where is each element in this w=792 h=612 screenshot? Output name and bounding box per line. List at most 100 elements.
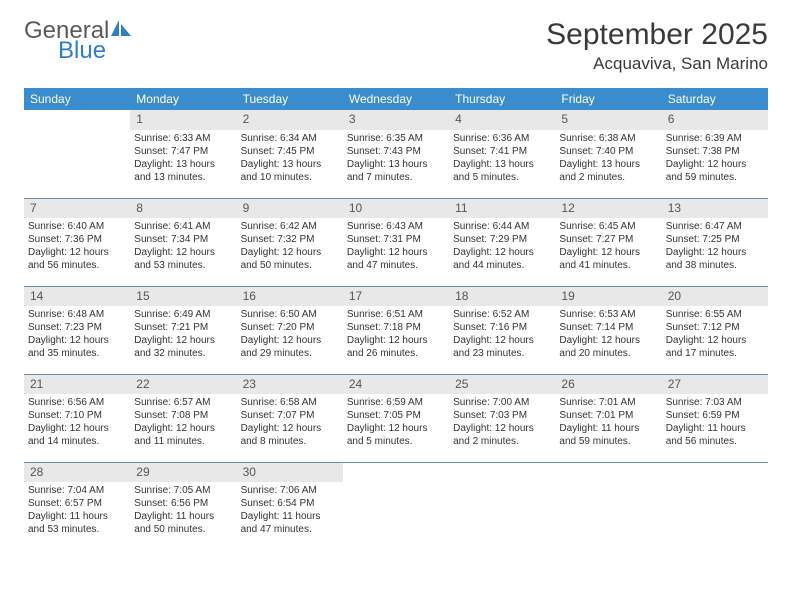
sunrise-line: Sunrise: 6:57 AM [134,396,232,409]
sunrise-line: Sunrise: 6:38 AM [559,132,657,145]
calendar-day: 21Sunrise: 6:56 AMSunset: 7:10 PMDayligh… [24,374,130,462]
sunset-line: Sunset: 7:03 PM [453,409,551,422]
sunrise-line: Sunrise: 6:49 AM [134,308,232,321]
daylight-line: Daylight: 12 hours and 17 minutes. [666,334,764,360]
daylight-line: Daylight: 12 hours and 35 minutes. [28,334,126,360]
daylight-line: Daylight: 12 hours and 14 minutes. [28,422,126,448]
sunrise-line: Sunrise: 6:43 AM [347,220,445,233]
sunrise-line: Sunrise: 6:48 AM [28,308,126,321]
sunset-line: Sunset: 6:57 PM [28,497,126,510]
day-number: 12 [555,199,661,219]
calendar-day: 19Sunrise: 6:53 AMSunset: 7:14 PMDayligh… [555,286,661,374]
day-number: 24 [343,375,449,395]
day-details: Sunrise: 6:40 AMSunset: 7:36 PMDaylight:… [24,218,130,276]
sunset-line: Sunset: 7:21 PM [134,321,232,334]
day-details: Sunrise: 6:44 AMSunset: 7:29 PMDaylight:… [449,218,555,276]
sunset-line: Sunset: 7:27 PM [559,233,657,246]
day-details: Sunrise: 6:45 AMSunset: 7:27 PMDaylight:… [555,218,661,276]
day-number: 23 [237,375,343,395]
daylight-line: Daylight: 13 hours and 13 minutes. [134,158,232,184]
day-details: Sunrise: 6:57 AMSunset: 7:08 PMDaylight:… [130,394,236,452]
day-details: Sunrise: 7:04 AMSunset: 6:57 PMDaylight:… [24,482,130,540]
calendar-day: 23Sunrise: 6:58 AMSunset: 7:07 PMDayligh… [237,374,343,462]
sunrise-line: Sunrise: 6:47 AM [666,220,764,233]
sunset-line: Sunset: 6:59 PM [666,409,764,422]
location: Acquaviva, San Marino [546,54,768,74]
sunrise-line: Sunrise: 7:05 AM [134,484,232,497]
brand-name: General Blue [24,18,133,63]
calendar-day: 4Sunrise: 6:36 AMSunset: 7:41 PMDaylight… [449,110,555,198]
sunset-line: Sunset: 7:01 PM [559,409,657,422]
day-number: 16 [237,287,343,307]
sunrise-line: Sunrise: 6:53 AM [559,308,657,321]
day-number: 17 [343,287,449,307]
day-details: Sunrise: 6:55 AMSunset: 7:12 PMDaylight:… [662,306,768,364]
calendar-empty [343,462,449,550]
daylight-line: Daylight: 13 hours and 10 minutes. [241,158,339,184]
month-title: September 2025 [546,18,768,52]
day-details: Sunrise: 6:48 AMSunset: 7:23 PMDaylight:… [24,306,130,364]
sunrise-line: Sunrise: 6:45 AM [559,220,657,233]
calendar-empty [555,462,661,550]
calendar-day: 8Sunrise: 6:41 AMSunset: 7:34 PMDaylight… [130,198,236,286]
sunset-line: Sunset: 7:14 PM [559,321,657,334]
calendar-day: 27Sunrise: 7:03 AMSunset: 6:59 PMDayligh… [662,374,768,462]
sunrise-line: Sunrise: 7:06 AM [241,484,339,497]
day-details: Sunrise: 6:47 AMSunset: 7:25 PMDaylight:… [662,218,768,276]
calendar-day: 7Sunrise: 6:40 AMSunset: 7:36 PMDaylight… [24,198,130,286]
calendar-day: 18Sunrise: 6:52 AMSunset: 7:16 PMDayligh… [449,286,555,374]
day-details: Sunrise: 6:56 AMSunset: 7:10 PMDaylight:… [24,394,130,452]
calendar-row: 21Sunrise: 6:56 AMSunset: 7:10 PMDayligh… [24,374,768,462]
sunset-line: Sunset: 6:54 PM [241,497,339,510]
day-number: 11 [449,199,555,219]
sunrise-line: Sunrise: 6:33 AM [134,132,232,145]
day-details: Sunrise: 7:01 AMSunset: 7:01 PMDaylight:… [555,394,661,452]
calendar-day: 26Sunrise: 7:01 AMSunset: 7:01 PMDayligh… [555,374,661,462]
daylight-line: Daylight: 12 hours and 29 minutes. [241,334,339,360]
day-number: 1 [130,110,236,130]
calendar-day: 29Sunrise: 7:05 AMSunset: 6:56 PMDayligh… [130,462,236,550]
day-number: 14 [24,287,130,307]
sunrise-line: Sunrise: 6:40 AM [28,220,126,233]
sunrise-line: Sunrise: 6:34 AM [241,132,339,145]
day-number: 19 [555,287,661,307]
daylight-line: Daylight: 11 hours and 56 minutes. [666,422,764,448]
daylight-line: Daylight: 12 hours and 53 minutes. [134,246,232,272]
sunrise-line: Sunrise: 6:51 AM [347,308,445,321]
day-details: Sunrise: 7:05 AMSunset: 6:56 PMDaylight:… [130,482,236,540]
daylight-line: Daylight: 13 hours and 5 minutes. [453,158,551,184]
sunrise-line: Sunrise: 7:03 AM [666,396,764,409]
calendar-row: 28Sunrise: 7:04 AMSunset: 6:57 PMDayligh… [24,462,768,550]
day-number: 15 [130,287,236,307]
sunset-line: Sunset: 7:34 PM [134,233,232,246]
daylight-line: Daylight: 12 hours and 11 minutes. [134,422,232,448]
daylight-line: Daylight: 12 hours and 8 minutes. [241,422,339,448]
calendar-day: 15Sunrise: 6:49 AMSunset: 7:21 PMDayligh… [130,286,236,374]
weekday-header: Wednesday [343,88,449,110]
sunset-line: Sunset: 7:10 PM [28,409,126,422]
day-details: Sunrise: 6:53 AMSunset: 7:14 PMDaylight:… [555,306,661,364]
calendar-day: 20Sunrise: 6:55 AMSunset: 7:12 PMDayligh… [662,286,768,374]
day-details: Sunrise: 7:06 AMSunset: 6:54 PMDaylight:… [237,482,343,540]
sunrise-line: Sunrise: 6:59 AM [347,396,445,409]
sunrise-line: Sunrise: 7:00 AM [453,396,551,409]
calendar-day: 16Sunrise: 6:50 AMSunset: 7:20 PMDayligh… [237,286,343,374]
day-number: 8 [130,199,236,219]
day-details: Sunrise: 6:39 AMSunset: 7:38 PMDaylight:… [662,130,768,188]
daylight-line: Daylight: 12 hours and 59 minutes. [666,158,764,184]
daylight-line: Daylight: 12 hours and 47 minutes. [347,246,445,272]
daylight-line: Daylight: 12 hours and 38 minutes. [666,246,764,272]
day-details: Sunrise: 6:36 AMSunset: 7:41 PMDaylight:… [449,130,555,188]
day-number: 10 [343,199,449,219]
calendar-row: 14Sunrise: 6:48 AMSunset: 7:23 PMDayligh… [24,286,768,374]
day-number: 30 [237,463,343,483]
calendar-day: 30Sunrise: 7:06 AMSunset: 6:54 PMDayligh… [237,462,343,550]
sunrise-line: Sunrise: 6:55 AM [666,308,764,321]
sunset-line: Sunset: 7:38 PM [666,145,764,158]
sunrise-line: Sunrise: 6:50 AM [241,308,339,321]
calendar-day: 13Sunrise: 6:47 AMSunset: 7:25 PMDayligh… [662,198,768,286]
sunset-line: Sunset: 6:56 PM [134,497,232,510]
daylight-line: Daylight: 12 hours and 50 minutes. [241,246,339,272]
brand-logo: General Blue [24,18,133,63]
day-details: Sunrise: 7:00 AMSunset: 7:03 PMDaylight:… [449,394,555,452]
